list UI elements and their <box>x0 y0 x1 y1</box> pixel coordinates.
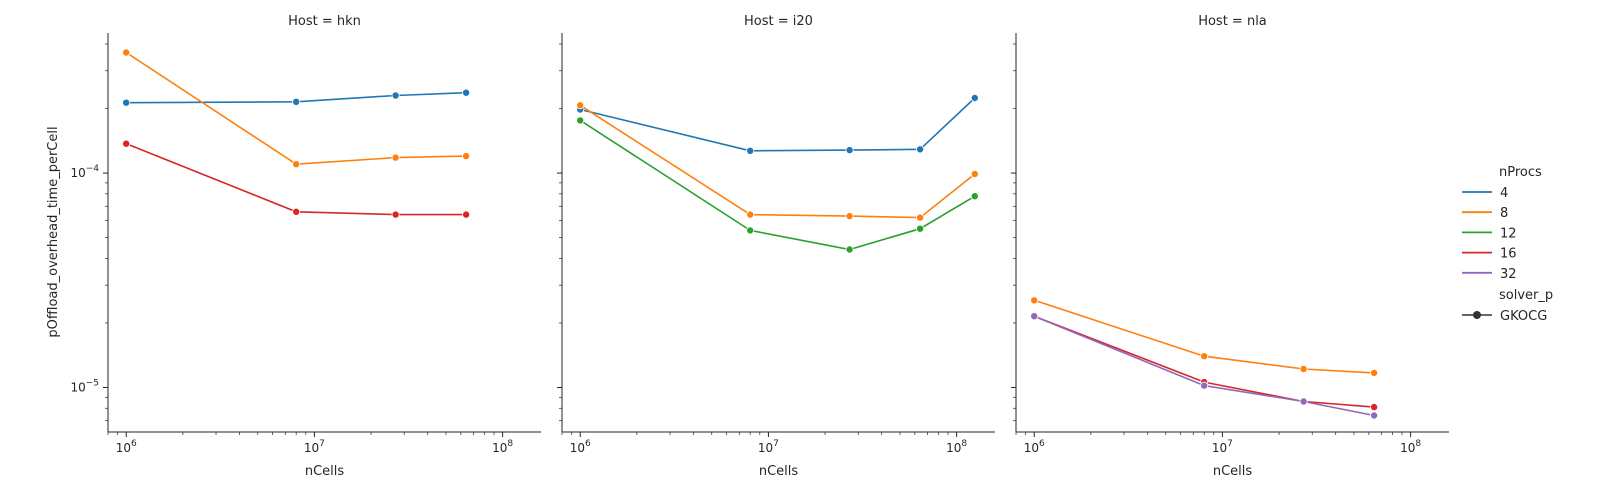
series-line-12 <box>579 119 976 251</box>
x-axis-label: nCells <box>1213 464 1253 479</box>
data-point <box>845 146 854 155</box>
series-line-8 <box>1033 299 1375 374</box>
data-point <box>845 245 854 254</box>
x-tick-label: 106 <box>1024 439 1045 455</box>
data-point <box>1299 397 1308 406</box>
series-line-8 <box>579 104 976 219</box>
series-line-16 <box>1033 315 1375 408</box>
legend-entry: 32 <box>1500 267 1517 282</box>
data-point <box>576 116 585 125</box>
data-point <box>1370 403 1379 412</box>
legend-entry: 12 <box>1500 226 1517 241</box>
data-point <box>122 48 131 57</box>
data-point <box>1200 352 1209 361</box>
series-line-16 <box>125 142 467 216</box>
x-tick-label: 107 <box>1212 439 1233 455</box>
legend: nProcs 4 8 12 16 32 solver_p GKOCG <box>1462 165 1553 324</box>
x-tick-label: 106 <box>570 439 591 455</box>
legend-entry: 8 <box>1500 206 1508 221</box>
data-point <box>462 88 471 97</box>
data-point <box>391 91 400 100</box>
legend-title: solver_p <box>1499 288 1553 303</box>
legend-entry: 16 <box>1500 247 1517 262</box>
data-point <box>122 139 131 148</box>
x-axis-label: nCells <box>305 464 345 479</box>
data-point <box>1200 381 1209 390</box>
data-point <box>391 153 400 162</box>
x-tick-label: 107 <box>758 439 779 455</box>
x-tick-label: 108 <box>1400 439 1421 455</box>
data-point <box>1299 364 1308 373</box>
panel-title: Host = i20 <box>744 14 813 29</box>
data-point <box>970 94 979 103</box>
data-point <box>292 207 301 216</box>
series-line-32 <box>1033 315 1375 417</box>
facet-panel-1: Host = i20 106 107 108 nCells <box>557 14 995 479</box>
y-tick-label: 10−4 <box>70 164 99 180</box>
data-point <box>1030 312 1039 321</box>
data-point <box>122 98 131 107</box>
data-point <box>970 169 979 178</box>
y-axis-label: pOffload_overhead_time_perCell <box>46 126 61 337</box>
data-point <box>1370 368 1379 377</box>
data-point <box>746 226 755 235</box>
data-point <box>576 101 585 110</box>
data-point <box>916 145 925 154</box>
legend-title: nProcs <box>1499 165 1542 180</box>
facet-panel-0: Host = hkn 106 107 108 10−5 10−4 nCells <box>70 14 541 479</box>
x-tick-label: 107 <box>304 439 325 455</box>
data-point <box>292 97 301 106</box>
data-point <box>391 210 400 219</box>
x-tick-label: 106 <box>116 439 137 455</box>
x-tick-label: 108 <box>946 439 967 455</box>
data-point <box>1030 296 1039 305</box>
legend-entry: GKOCG <box>1500 309 1547 324</box>
data-point <box>292 160 301 169</box>
data-point <box>845 212 854 221</box>
panel-title: Host = nla <box>1198 14 1267 29</box>
series-line-8 <box>125 51 467 166</box>
data-point <box>970 192 979 201</box>
legend-entry: 4 <box>1500 186 1508 201</box>
series-line-4 <box>126 91 467 104</box>
x-axis-label: nCells <box>759 464 799 479</box>
data-point <box>462 152 471 161</box>
facet-panel-2: Host = nla 106 107 108 nCells <box>1011 14 1449 479</box>
panel-title: Host = hkn <box>288 14 361 29</box>
data-point <box>746 146 755 155</box>
data-point <box>916 213 925 222</box>
legend-style-marker <box>1473 311 1481 319</box>
data-point <box>916 224 925 233</box>
x-tick-label: 108 <box>492 439 513 455</box>
data-point <box>746 210 755 219</box>
y-tick-label: 10−5 <box>70 378 99 394</box>
data-point <box>462 210 471 219</box>
data-point <box>1370 411 1379 420</box>
